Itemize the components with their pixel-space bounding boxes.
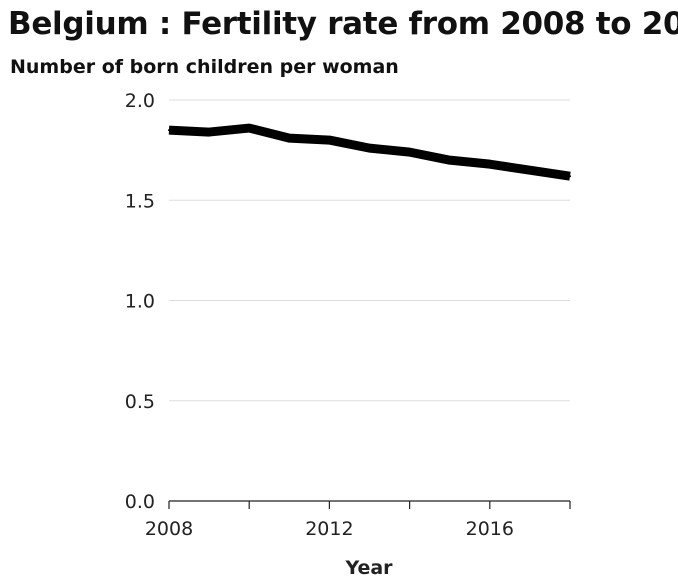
x-tick-label: 2016 (466, 518, 514, 540)
y-tick-label: 1.5 (125, 190, 155, 212)
x-axis (168, 500, 571, 509)
x-tick-label: 2008 (145, 518, 193, 540)
y-tick-label: 0.0 (125, 491, 155, 513)
data-point (569, 175, 571, 178)
data-point (408, 151, 411, 154)
chart-subtitle: Number of born children per woman (10, 56, 399, 78)
series-line (168, 123, 571, 181)
data-point (288, 137, 291, 140)
y-tick-labels: 0.0 0.5 1.0 1.5 2.0 (125, 90, 155, 513)
data-point (368, 147, 371, 150)
y-tick-label: 1.0 (125, 291, 155, 313)
data-series (168, 123, 571, 181)
y-tick-label: 0.5 (125, 391, 155, 413)
data-point (168, 129, 170, 132)
data-point (448, 159, 451, 162)
data-point (488, 163, 491, 166)
y-tick-label: 2.0 (125, 90, 155, 112)
data-point (208, 131, 211, 134)
grid-lines (169, 99, 570, 402)
x-tick-label: 2012 (305, 518, 353, 540)
x-axis-title: Year (344, 557, 393, 579)
x-tick-labels: 2008 2012 2016 (145, 518, 514, 540)
data-point (328, 139, 331, 142)
data-point (528, 169, 531, 172)
chart-title: Belgium : Fertility rate from 2008 to 20… (8, 6, 678, 42)
data-point (248, 127, 251, 130)
